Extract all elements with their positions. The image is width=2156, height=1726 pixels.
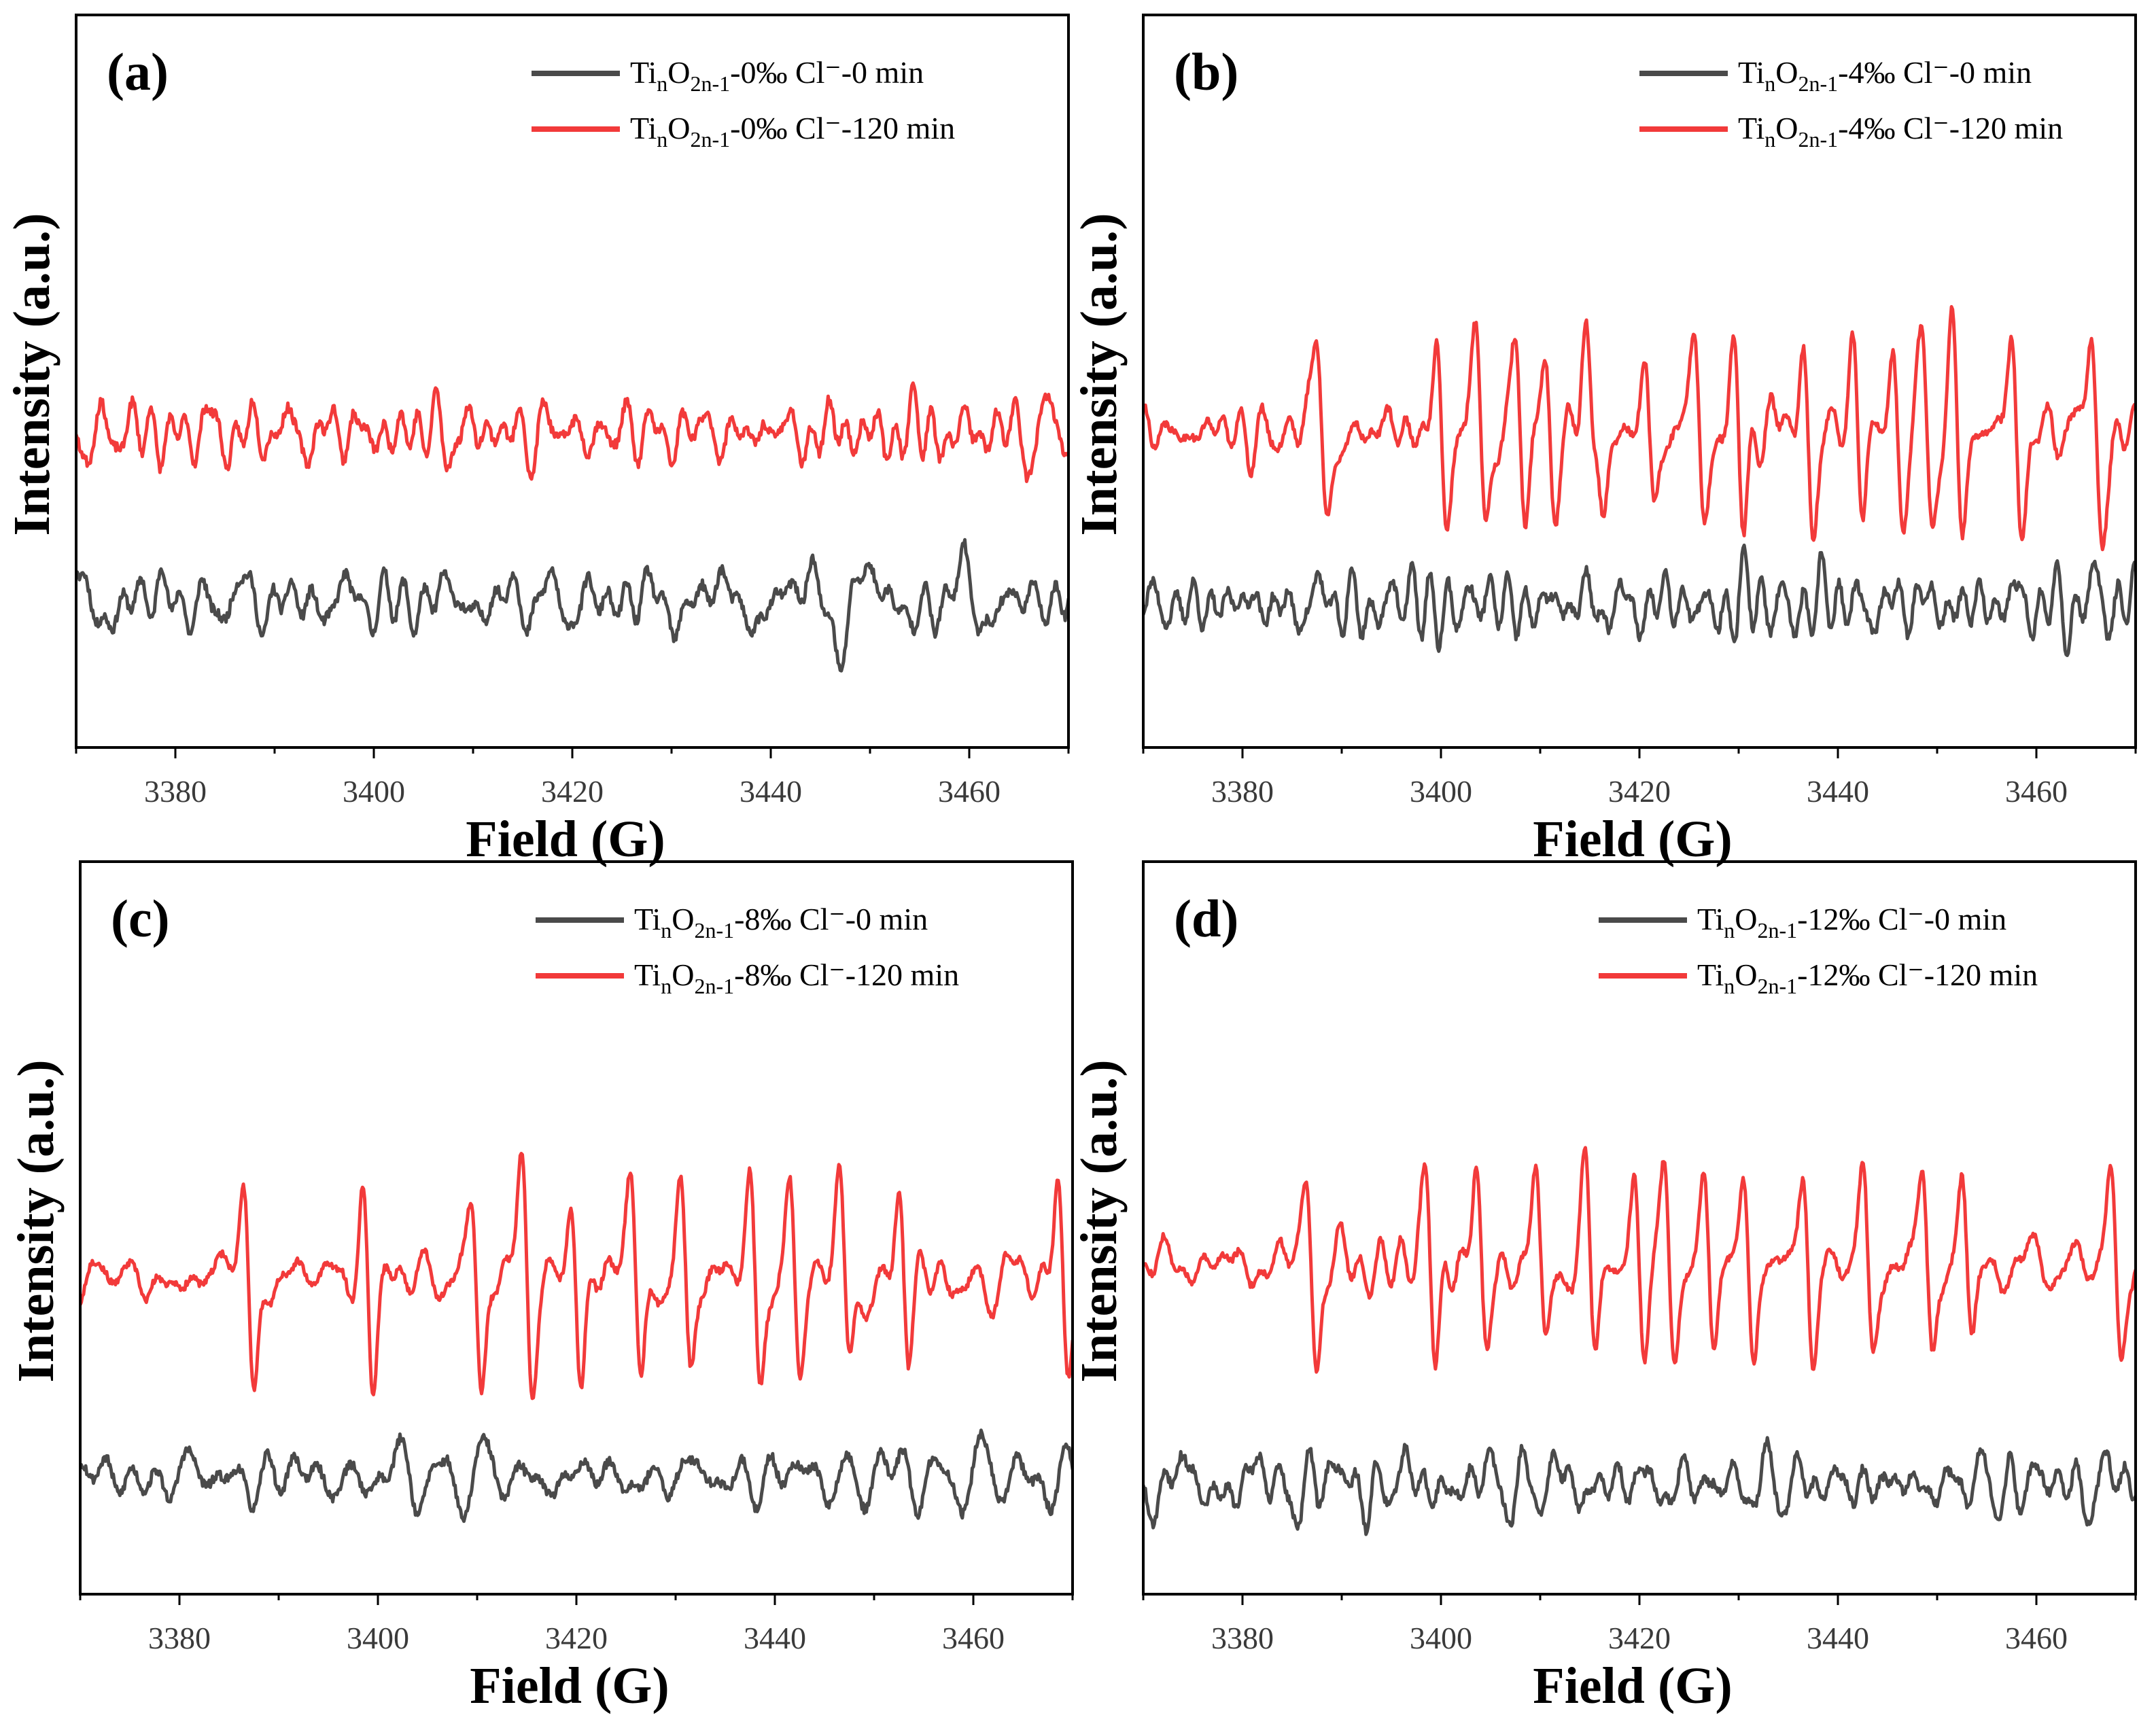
y-axis-label: Intensity (a.u.) xyxy=(1071,1059,1128,1382)
x-tick-label: 3440 xyxy=(744,1621,806,1655)
x-tick-label: 3460 xyxy=(938,774,1001,809)
series-line-120min xyxy=(1143,1146,2136,1374)
panel-label: (d) xyxy=(1174,889,1238,948)
x-tick-label: 3380 xyxy=(1211,1621,1274,1655)
chart-panel-c: 3380 3400 3420 3440 3460 Field (G) Intensity (… xyxy=(7,860,1074,1714)
series-line-0min xyxy=(76,538,1068,673)
series-line-120min xyxy=(1143,304,2136,552)
y-axis-label: Intensity (a.u.) xyxy=(7,1059,65,1382)
series-line-0min xyxy=(80,1428,1073,1524)
x-tick-label: 3460 xyxy=(2005,1621,2068,1655)
x-tick-label: 3420 xyxy=(545,1621,608,1655)
legend-entry: TinO2n-1-4‰ Cl⁻-0 min xyxy=(1738,55,2032,96)
panel-label: (a) xyxy=(107,42,169,101)
legend-entry: TinO2n-1-8‰ Cl⁻-0 min xyxy=(634,902,928,943)
legend-entry: TinO2n-1-0‰ Cl⁻-120 min xyxy=(630,111,955,152)
x-tick-label: 3400 xyxy=(1410,774,1472,809)
x-tick-label: 3380 xyxy=(1211,774,1274,809)
legend-entry: TinO2n-1-0‰ Cl⁻-0 min xyxy=(630,55,924,96)
y-axis-label: Intensity (a.u.) xyxy=(1071,213,1128,535)
x-axis-label: Field (G) xyxy=(1533,811,1732,868)
x-tick-label: 3400 xyxy=(343,774,405,809)
x-tick-label: 3400 xyxy=(1410,1621,1472,1655)
x-tick-label: 3420 xyxy=(1608,774,1671,809)
chart-panel-d: 3380 3400 3420 3440 3460 Field (G) Intensity (… xyxy=(1071,860,2137,1714)
y-axis-label: Intensity (a.u.) xyxy=(3,213,60,535)
x-tick-label: 3380 xyxy=(148,1621,211,1655)
legend-entry: TinO2n-1-4‰ Cl⁻-120 min xyxy=(1738,111,2063,152)
x-tick-label: 3440 xyxy=(1807,774,1869,809)
series-line-120min xyxy=(76,381,1068,483)
x-axis-label: Field (G) xyxy=(470,1657,669,1714)
panel-label: (c) xyxy=(111,889,170,948)
x-tick-label: 3420 xyxy=(541,774,604,809)
x-tick-label: 3440 xyxy=(1807,1621,1869,1655)
panel-label: (b) xyxy=(1174,42,1238,101)
series-line-120min xyxy=(80,1152,1073,1401)
x-tick-label: 3400 xyxy=(347,1621,409,1655)
chart-panel-a: 3380 3400 3420 3440 3460 Field (G) Intensity (… xyxy=(3,14,1070,868)
x-tick-label: 3460 xyxy=(942,1621,1005,1655)
x-tick-label: 3460 xyxy=(2005,774,2068,809)
series-line-0min xyxy=(1143,543,2136,657)
x-tick-label: 3380 xyxy=(144,774,207,809)
x-tick-label: 3420 xyxy=(1608,1621,1671,1655)
chart-panel-b: 3380 3400 3420 3440 3460 Field (G) Intensity (… xyxy=(1071,14,2137,868)
x-axis-label: Field (G) xyxy=(466,811,665,868)
x-axis-label: Field (G) xyxy=(1533,1657,1732,1714)
legend-entry: TinO2n-1-12‰ Cl⁻-0 min xyxy=(1697,902,2006,943)
series-line-0min xyxy=(1143,1436,2136,1536)
legend-entry: TinO2n-1-12‰ Cl⁻-120 min xyxy=(1697,957,2038,998)
legend-entry: TinO2n-1-8‰ Cl⁻-120 min xyxy=(634,957,959,998)
x-tick-label: 3440 xyxy=(740,774,802,809)
